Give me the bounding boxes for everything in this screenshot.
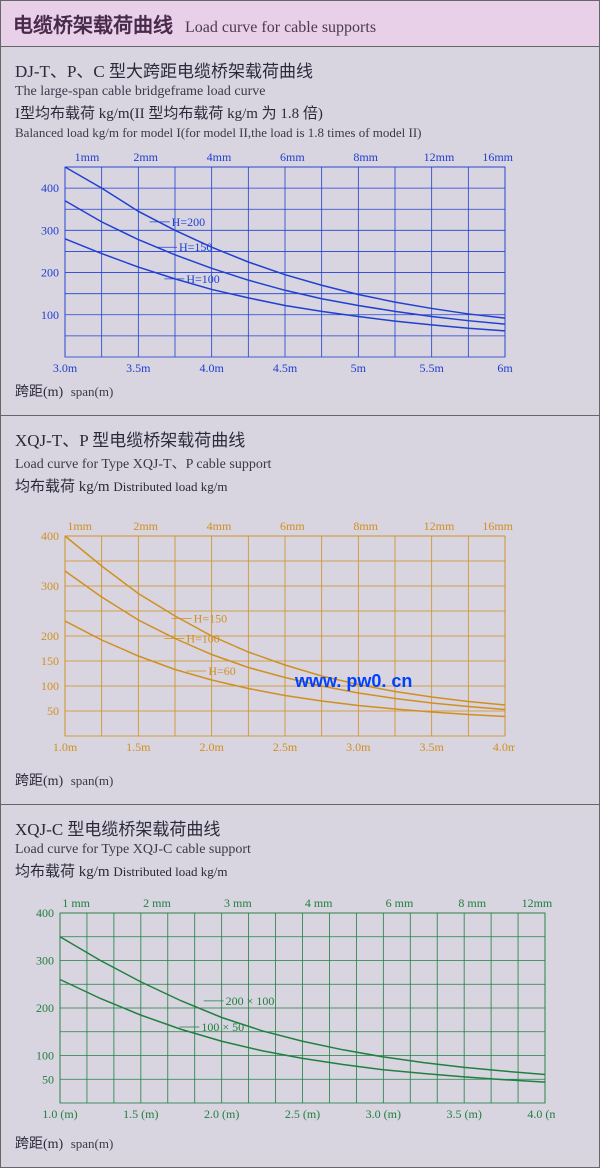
svg-text:200: 200: [41, 629, 59, 643]
panel-djt: DJ-T、P、C 型大跨距电缆桥架载荷曲线 The large-span cab…: [1, 47, 599, 416]
svg-text:200 × 100: 200 × 100: [226, 994, 275, 1008]
svg-text:1.0m: 1.0m: [53, 740, 78, 754]
svg-text:2.0 (m): 2.0 (m): [204, 1107, 239, 1121]
svg-text:100: 100: [36, 1049, 54, 1063]
svg-text:300: 300: [41, 223, 59, 237]
svg-text:6mm: 6mm: [280, 150, 305, 164]
svg-text:8mm: 8mm: [353, 150, 378, 164]
svg-text:4 mm: 4 mm: [305, 896, 333, 910]
svg-text:6mm: 6mm: [280, 519, 305, 533]
panel3-sub-en: Distributed load kg/m: [113, 864, 227, 879]
svg-text:400: 400: [41, 529, 59, 543]
svg-text:4.5m: 4.5m: [273, 361, 298, 375]
svg-text:4.0 (m): 4.0 (m): [527, 1107, 555, 1121]
panel1-xaxis-zh: 跨距(m): [15, 385, 63, 400]
panel2-xaxis-label: 跨距(m) span(m): [15, 770, 585, 790]
panel3-chart: 200 × 100 100 × 50 50 100 200 300 400 1.0 (m) 1.…: [15, 893, 585, 1123]
panel1-xaxis-en: span(m): [71, 384, 114, 399]
svg-text:1 mm: 1 mm: [62, 896, 90, 910]
panel1-chart: H=200 H=150 H=100 100 200 300 400 3.0m 3.5m 4.0m 4…: [15, 147, 585, 377]
panel3-title-zh: XQJ-C 型电缆桥架载荷曲线: [15, 815, 585, 840]
svg-text:2.0m: 2.0m: [199, 740, 224, 754]
panel2-sub-en: Distributed load kg/m: [113, 479, 227, 494]
svg-text:4mm: 4mm: [207, 519, 232, 533]
panel3-title-en: Load curve for Type XQJ-C cable support: [15, 842, 585, 858]
page-header: 电缆桥架载荷曲线 Load curve for cable supports: [1, 1, 599, 47]
svg-text:3 mm: 3 mm: [224, 896, 252, 910]
svg-text:1.5m: 1.5m: [126, 740, 151, 754]
panel1-sub-zh: I型均布载荷 kg/m(II 型均布载荷 kg/m 为 1.8 倍): [15, 102, 585, 123]
svg-text:H=100: H=100: [186, 632, 219, 646]
svg-text:3.5 (m): 3.5 (m): [447, 1107, 482, 1121]
svg-text:400: 400: [36, 906, 54, 920]
svg-text:4.0m: 4.0m: [199, 361, 224, 375]
svg-text:100: 100: [41, 679, 59, 693]
panel2-xaxis-zh: 跨距(m): [15, 774, 63, 789]
svg-text:H=150: H=150: [179, 240, 212, 254]
svg-text:2mm: 2mm: [133, 150, 158, 164]
svg-text:8mm: 8mm: [353, 519, 378, 533]
svg-text:4.0m: 4.0m: [493, 740, 515, 754]
svg-text:1mm: 1mm: [67, 519, 92, 533]
panel2-sub-zh: 均布载荷 kg/m: [15, 479, 110, 495]
panel3-xaxis-zh: 跨距(m): [15, 1137, 63, 1152]
svg-text:H=200: H=200: [172, 215, 205, 229]
svg-text:2.5 (m): 2.5 (m): [285, 1107, 320, 1121]
svg-text:16mm: 16mm: [482, 150, 513, 164]
svg-text:50: 50: [47, 704, 59, 718]
svg-text:3.0m: 3.0m: [53, 361, 78, 375]
panel-xqj-c: XQJ-C 型电缆桥架载荷曲线 Load curve for Type XQJ-…: [1, 805, 599, 1167]
panel2-chart: H=150 H=100 H=60 50 100 150 200 300 400 1.0m 1.5m 2…: [15, 516, 585, 756]
svg-text:2.5m: 2.5m: [273, 740, 298, 754]
header-title-zh: 电缆桥架载荷曲线: [13, 15, 173, 37]
svg-text:H=150: H=150: [194, 612, 227, 626]
svg-text:3.0 (m): 3.0 (m): [366, 1107, 401, 1121]
svg-text:200: 200: [36, 1001, 54, 1015]
panel3-xaxis-en: span(m): [71, 1136, 114, 1151]
svg-text:H=60: H=60: [208, 664, 235, 678]
svg-text:50: 50: [42, 1072, 54, 1086]
svg-text:3.0m: 3.0m: [346, 740, 371, 754]
svg-text:2 mm: 2 mm: [143, 896, 171, 910]
svg-text:12mm: 12mm: [424, 150, 455, 164]
svg-text:100 × 50: 100 × 50: [201, 1020, 244, 1034]
panel2-sub: 均布载荷 kg/m Distributed load kg/m: [15, 475, 585, 496]
svg-text:H=100: H=100: [186, 272, 219, 286]
header-title-en: Load curve for cable supports: [185, 19, 376, 36]
svg-text:300: 300: [36, 954, 54, 968]
panel2-title-zh: XQJ-T、P 型电缆桥架载荷曲线: [15, 426, 585, 451]
svg-text:2mm: 2mm: [133, 519, 158, 533]
svg-text:12mm: 12mm: [424, 519, 455, 533]
svg-text:100: 100: [41, 308, 59, 322]
svg-text:1.0 (m): 1.0 (m): [42, 1107, 77, 1121]
svg-text:12mm: 12mm: [522, 896, 553, 910]
svg-text:8 mm: 8 mm: [458, 896, 486, 910]
svg-text:1mm: 1mm: [75, 150, 100, 164]
panel3-xaxis-label: 跨距(m) span(m): [15, 1133, 585, 1153]
panel1-xaxis-label: 跨距(m) span(m): [15, 381, 585, 401]
page: 电缆桥架载荷曲线 Load curve for cable supports D…: [0, 0, 600, 1168]
svg-text:5m: 5m: [351, 361, 367, 375]
panel1-title-en: The large-span cable bridgeframe load cu…: [15, 84, 585, 100]
svg-text:400: 400: [41, 181, 59, 195]
svg-text:16mm: 16mm: [482, 519, 513, 533]
svg-text:150: 150: [41, 654, 59, 668]
panel3-sub: 均布载荷 kg/m Distributed load kg/m: [15, 860, 585, 881]
svg-text:300: 300: [41, 579, 59, 593]
svg-text:6m: 6m: [497, 361, 513, 375]
svg-text:3.5m: 3.5m: [126, 361, 151, 375]
panel1-title-zh: DJ-T、P、C 型大跨距电缆桥架载荷曲线: [15, 57, 585, 82]
svg-text:3.5m: 3.5m: [419, 740, 444, 754]
panel-xqj-tp: XQJ-T、P 型电缆桥架载荷曲线 Load curve for Type XQ…: [1, 416, 599, 805]
svg-text:6 mm: 6 mm: [386, 896, 414, 910]
panel3-sub-zh: 均布载荷 kg/m: [15, 864, 110, 880]
svg-text:4mm: 4mm: [207, 150, 232, 164]
panel2-xaxis-en: span(m): [71, 773, 114, 788]
svg-text:200: 200: [41, 266, 59, 280]
svg-text:1.5 (m): 1.5 (m): [123, 1107, 158, 1121]
panel2-title-en: Load curve for Type XQJ-T、P cable suppor…: [15, 453, 585, 473]
panel1-sub-en: Balanced load kg/m for model I(for model…: [15, 125, 585, 141]
svg-text:5.5m: 5.5m: [419, 361, 444, 375]
